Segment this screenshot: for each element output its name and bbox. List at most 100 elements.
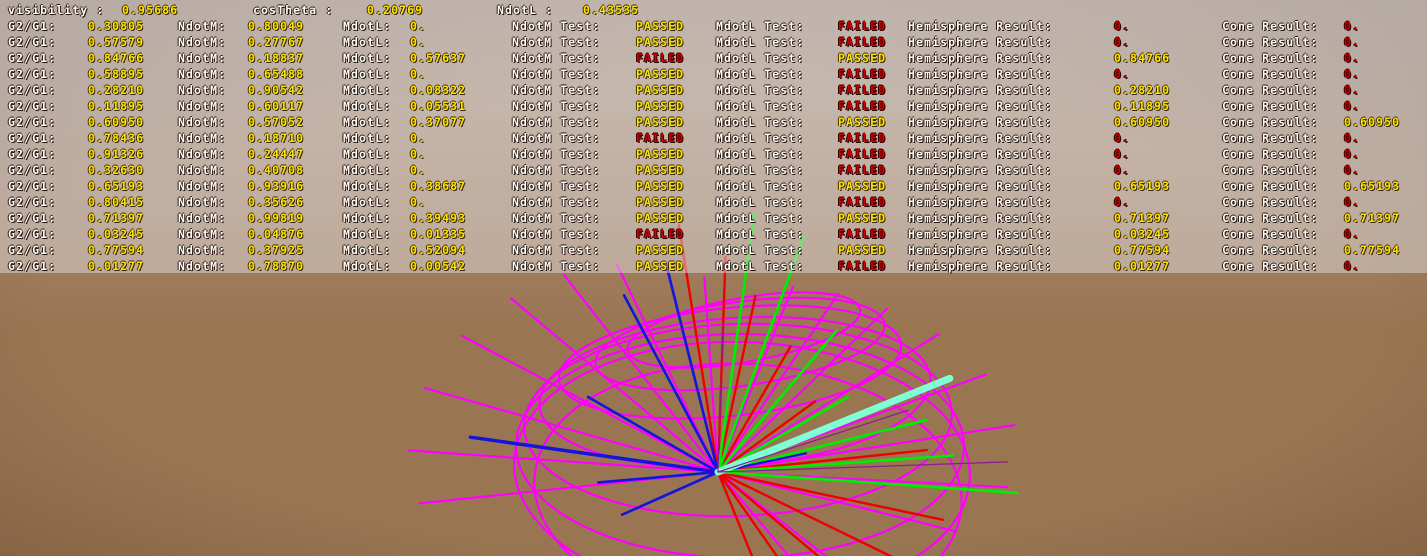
hemisphere-value: 0.: [1114, 195, 1131, 209]
mdotl_test-label: MdotL Test:: [716, 115, 805, 129]
hud-data-row: G2/G1: 0.65193 NdotM: 0.93916 MdotL: 0.38687 N…: [0, 178, 1427, 194]
g2g1-value: 0.80415: [88, 195, 145, 209]
hud-data-row: G2/G1: 0.80415 NdotM: 0.35626 MdotL: 0. NdotM …: [0, 194, 1427, 210]
ndotm_test-value: PASSED: [636, 115, 685, 129]
ndotm_test-label: NdotM Test:: [512, 131, 601, 145]
mdotl_test-label: MdotL Test:: [716, 67, 805, 81]
cone-value: 0.: [1344, 35, 1361, 49]
ndotm-label: NdotM:: [178, 35, 227, 49]
cone-label: Cone Result:: [1222, 227, 1319, 241]
hud-data-row: G2/G1: 0.91326 NdotM: 0.24447 MdotL: 0. NdotM …: [0, 146, 1427, 162]
debug-text-overlay: visibility : 0.95686 cosTheta : 0.20769 …: [0, 0, 1427, 273]
ndotm-label: NdotM:: [178, 195, 227, 209]
mdotl_test-value: PASSED: [838, 115, 887, 129]
g2g1-value: 0.28210: [88, 83, 145, 97]
ndotm_test-label: NdotM Test:: [512, 19, 601, 33]
g2g1-value: 0.30805: [88, 19, 145, 33]
g2g1-label: G2/G1:: [8, 19, 57, 33]
hud-data-row: G2/G1: 0.01277 NdotM: 0.78870 MdotL: 0.00542 N…: [0, 258, 1427, 274]
mdotl-label: MdotL:: [343, 19, 392, 33]
hemisphere-label: Hemisphere Result:: [908, 227, 1053, 241]
cone-value: 0.: [1344, 259, 1361, 273]
hemisphere-label: Hemisphere Result:: [908, 19, 1053, 33]
hemisphere-value: 0.: [1114, 19, 1131, 33]
ndotm-label: NdotM:: [178, 227, 227, 241]
mdotl-value: 0.05531: [410, 99, 467, 113]
hud-data-row: G2/G1: 0.58895 NdotM: 0.65488 MdotL: 0. NdotM …: [0, 66, 1427, 82]
mdotl_test-value: PASSED: [838, 179, 887, 193]
cone-label: Cone Result:: [1222, 115, 1319, 129]
mdotl-label: MdotL:: [343, 131, 392, 145]
g2g1-label: G2/G1:: [8, 115, 57, 129]
ndotl-label: NdotL :: [497, 3, 554, 17]
ndotm-label: NdotM:: [178, 99, 227, 113]
cone-value: 0.: [1344, 51, 1361, 65]
ndotm_test-value: PASSED: [636, 195, 685, 209]
ndotm_test-label: NdotM Test:: [512, 35, 601, 49]
g2g1-label: G2/G1:: [8, 227, 57, 241]
g2g1-label: G2/G1:: [8, 67, 57, 81]
hemisphere-label: Hemisphere Result:: [908, 147, 1053, 161]
ndotm_test-label: NdotM Test:: [512, 211, 601, 225]
mdotl_test-value: FAILED: [838, 99, 887, 113]
cone-label: Cone Result:: [1222, 99, 1319, 113]
mdotl-label: MdotL:: [343, 67, 392, 81]
mdotl-value: 0.: [410, 131, 427, 145]
g2g1-value: 0.03245: [88, 227, 145, 241]
ndotm_test-value: PASSED: [636, 259, 685, 273]
hemisphere-label: Hemisphere Result:: [908, 99, 1053, 113]
mdotl_test-label: MdotL Test:: [716, 179, 805, 193]
hemisphere-label: Hemisphere Result:: [908, 83, 1053, 97]
cone-label: Cone Result:: [1222, 35, 1319, 49]
cone-label: Cone Result:: [1222, 83, 1319, 97]
ndotm-label: NdotM:: [178, 67, 227, 81]
mdotl-value: 0.: [410, 67, 427, 81]
mdotl_test-value: FAILED: [838, 83, 887, 97]
ndotm_test-value: PASSED: [636, 211, 685, 225]
ndotm-value: 0.57052: [248, 115, 305, 129]
mdotl_test-label: MdotL Test:: [716, 35, 805, 49]
mdotl_test-label: MdotL Test:: [716, 51, 805, 65]
ndotm-value: 0.27767: [248, 35, 305, 49]
ndotm-label: NdotM:: [178, 259, 227, 273]
cone-value: 0.: [1344, 147, 1361, 161]
hud-data-row: G2/G1: 0.71397 NdotM: 0.99819 MdotL: 0.39493 N…: [0, 210, 1427, 226]
costheta-label: cosTheta :: [253, 3, 334, 17]
ndotm_test-value: PASSED: [636, 243, 685, 257]
ndotm-value: 0.99819: [248, 211, 305, 225]
hemisphere-value: 0.65193: [1114, 179, 1171, 193]
cone-label: Cone Result:: [1222, 147, 1319, 161]
cone-value: 0.77594: [1344, 243, 1401, 257]
cone-label: Cone Result:: [1222, 51, 1319, 65]
ndotm-value: 0.90542: [248, 83, 305, 97]
mdotl_test-value: FAILED: [838, 163, 887, 177]
mdotl_test-value: PASSED: [838, 211, 887, 225]
hud-data-row: G2/G1: 0.32630 NdotM: 0.40708 MdotL: 0. NdotM …: [0, 162, 1427, 178]
mdotl-value: 0.01335: [410, 227, 467, 241]
mdotl_test-value: FAILED: [838, 259, 887, 273]
g2g1-label: G2/G1:: [8, 243, 57, 257]
ndotm_test-label: NdotM Test:: [512, 115, 601, 129]
hud-data-row: G2/G1: 0.78436 NdotM: 0.18710 MdotL: 0. NdotM …: [0, 130, 1427, 146]
ndotm_test-value: PASSED: [636, 147, 685, 161]
ndotm-label: NdotM:: [178, 131, 227, 145]
g2g1-label: G2/G1:: [8, 99, 57, 113]
ndotm-label: NdotM:: [178, 179, 227, 193]
ndotm_test-value: PASSED: [636, 163, 685, 177]
costheta-value: 0.20769: [367, 3, 424, 17]
ndotm-value: 0.80049: [248, 19, 305, 33]
ndotm_test-label: NdotM Test:: [512, 163, 601, 177]
ndotm-value: 0.35626: [248, 195, 305, 209]
g2g1-label: G2/G1:: [8, 179, 57, 193]
mdotl_test-value: PASSED: [838, 243, 887, 257]
ndotm_test-value: PASSED: [636, 67, 685, 81]
g2g1-value: 0.58895: [88, 67, 145, 81]
ndotm-value: 0.40708: [248, 163, 305, 177]
hemisphere-label: Hemisphere Result:: [908, 179, 1053, 193]
g2g1-value: 0.84766: [88, 51, 145, 65]
g2g1-value: 0.71397: [88, 211, 145, 225]
hemisphere-label: Hemisphere Result:: [908, 115, 1053, 129]
ndotm_test-label: NdotM Test:: [512, 83, 601, 97]
mdotl-value: 0.39493: [410, 211, 467, 225]
ndotm-label: NdotM:: [178, 211, 227, 225]
